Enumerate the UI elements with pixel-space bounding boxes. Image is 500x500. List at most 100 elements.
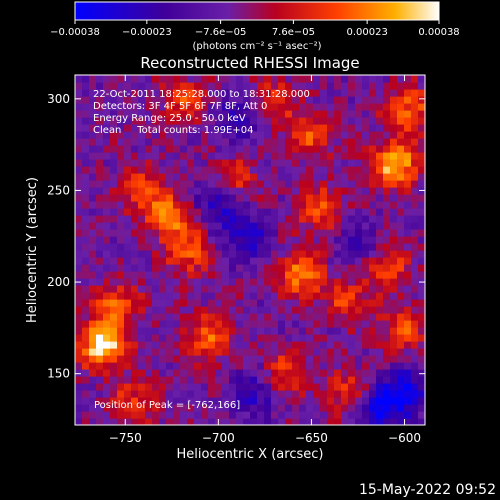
heatmap-cell <box>397 89 405 97</box>
heatmap-cell <box>341 271 349 279</box>
heatmap-cell <box>355 271 363 279</box>
heatmap-cell <box>348 103 356 111</box>
heatmap-cell <box>82 236 90 244</box>
heatmap-cell <box>355 180 363 188</box>
heatmap-cell <box>257 145 265 153</box>
heatmap-cell <box>306 201 314 209</box>
heatmap-cell <box>131 138 139 146</box>
heatmap-cell <box>327 243 335 251</box>
heatmap-cell <box>201 383 209 391</box>
heatmap-cell <box>180 173 188 181</box>
heatmap-cell <box>362 75 370 83</box>
heatmap-cell <box>341 299 349 307</box>
heatmap-cell <box>117 292 125 300</box>
heatmap-cell <box>236 334 244 342</box>
heatmap-cell <box>362 110 370 118</box>
heatmap-cell <box>299 131 307 139</box>
heatmap-cell <box>306 404 314 412</box>
heatmap-cell <box>376 390 384 398</box>
heatmap-cell <box>390 96 398 104</box>
heatmap-cell <box>397 138 405 146</box>
heatmap-cell <box>201 229 209 237</box>
heatmap-cell <box>327 166 335 174</box>
heatmap-cell <box>103 159 111 167</box>
heatmap-cell <box>278 285 286 293</box>
heatmap-cell <box>404 411 412 419</box>
heatmap-cell <box>173 124 181 132</box>
heatmap-cell <box>320 145 328 153</box>
heatmap-cell <box>243 355 251 363</box>
heatmap-cell <box>376 180 384 188</box>
heatmap-cell <box>257 278 265 286</box>
heatmap-cell <box>117 327 125 335</box>
heatmap-cell <box>362 82 370 90</box>
heatmap-cell <box>285 418 293 425</box>
heatmap-cell <box>229 152 237 160</box>
heatmap-cell <box>96 75 104 83</box>
heatmap-cell <box>243 159 251 167</box>
heatmap-cell <box>145 397 153 405</box>
heatmap-cell <box>96 397 104 405</box>
heatmap-cell <box>96 96 104 104</box>
heatmap-cell <box>82 355 90 363</box>
heatmap-cell <box>299 397 307 405</box>
heatmap-cell <box>376 159 384 167</box>
heatmap-cell <box>243 264 251 272</box>
heatmap-cell <box>306 334 314 342</box>
heatmap-cell <box>397 173 405 181</box>
heatmap-cell <box>320 131 328 139</box>
heatmap-cell <box>327 383 335 391</box>
heatmap-cell <box>362 243 370 251</box>
heatmap-cell <box>75 257 83 265</box>
heatmap-cell <box>327 75 335 83</box>
heatmap-cell <box>159 390 167 398</box>
heatmap-cell <box>285 152 293 160</box>
heatmap-cell <box>117 82 125 90</box>
heatmap-cell <box>404 285 412 293</box>
heatmap-cell <box>264 131 272 139</box>
heatmap-cell <box>173 327 181 335</box>
heatmap-cell <box>110 173 118 181</box>
heatmap-cell <box>166 180 174 188</box>
heatmap-cell <box>138 320 146 328</box>
heatmap-cell <box>278 320 286 328</box>
heatmap-cell <box>411 75 419 83</box>
heatmap-cell <box>306 306 314 314</box>
heatmap-cell <box>215 348 223 356</box>
heatmap-cell <box>299 313 307 321</box>
heatmap-cell <box>418 75 425 83</box>
heatmap-cell <box>348 75 356 83</box>
heatmap-cell <box>229 173 237 181</box>
heatmap-cell <box>348 250 356 258</box>
heatmap-cell <box>152 131 160 139</box>
heatmap-cell <box>320 89 328 97</box>
heatmap-cell <box>397 320 405 328</box>
heatmap-cell <box>145 243 153 251</box>
heatmap-cell <box>299 110 307 118</box>
heatmap-cell <box>313 103 321 111</box>
heatmap-cell <box>285 313 293 321</box>
heatmap-cell <box>250 376 258 384</box>
heatmap-cell <box>362 313 370 321</box>
heatmap-cell <box>82 376 90 384</box>
heatmap-cell <box>145 96 153 104</box>
heatmap-cell <box>89 278 97 286</box>
heatmap-cell <box>418 306 425 314</box>
heatmap-cell <box>306 376 314 384</box>
heatmap-cell <box>243 173 251 181</box>
heatmap-cell <box>187 264 195 272</box>
heatmap-cell <box>236 166 244 174</box>
heatmap-cell <box>82 173 90 181</box>
heatmap-cell <box>327 117 335 125</box>
heatmap-cell <box>187 229 195 237</box>
heatmap-cell <box>411 250 419 258</box>
heatmap-cell <box>201 369 209 377</box>
heatmap-cell <box>362 145 370 153</box>
heatmap-cell <box>180 348 188 356</box>
heatmap-cell <box>194 180 202 188</box>
heatmap-cell <box>145 201 153 209</box>
heatmap-cell <box>404 292 412 300</box>
heatmap-cell <box>327 152 335 160</box>
heatmap-cell <box>82 271 90 279</box>
heatmap-cell <box>110 327 118 335</box>
